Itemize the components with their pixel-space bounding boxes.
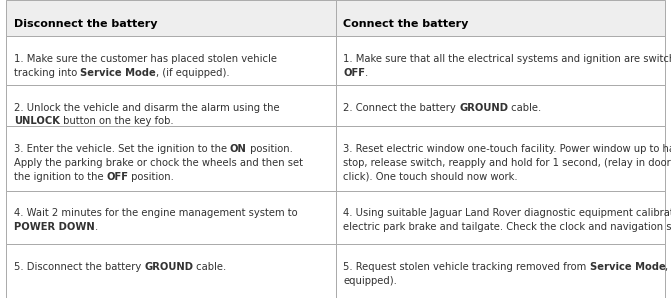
Text: Service Mode: Service Mode [590, 262, 665, 272]
Text: GROUND: GROUND [144, 262, 193, 272]
Text: UNLOCK: UNLOCK [13, 116, 60, 126]
Bar [336, 36, 665, 85]
Bar [6, 85, 336, 126]
Text: Apply the parking brake or chock the wheels and then set: Apply the parking brake or chock the whe… [13, 158, 303, 168]
Bar [336, 85, 665, 126]
Text: cable.: cable. [193, 262, 226, 272]
Text: tracking into: tracking into [13, 68, 80, 78]
Text: 1. Make sure that all the electrical systems and ignition are switched: 1. Make sure that all the electrical sys… [343, 54, 671, 64]
Bar [6, 244, 336, 298]
Bar [6, 0, 336, 36]
Text: Service Mode: Service Mode [80, 68, 156, 78]
Bar [336, 244, 665, 298]
Text: 3. Enter the vehicle. Set the ignition to the: 3. Enter the vehicle. Set the ignition t… [13, 144, 230, 154]
Text: stop, release switch, reapply and hold for 1 second, (relay in door will: stop, release switch, reapply and hold f… [343, 158, 671, 168]
Bar [336, 0, 665, 36]
Text: button on the key fob.: button on the key fob. [60, 116, 173, 126]
Bar [6, 191, 336, 244]
Text: position.: position. [247, 144, 293, 154]
Bar [6, 36, 336, 85]
Text: equipped).: equipped). [343, 276, 397, 286]
Text: GROUND: GROUND [459, 103, 508, 113]
Text: OFF: OFF [343, 68, 365, 78]
Text: .: . [95, 222, 98, 232]
Text: the ignition to the: the ignition to the [13, 172, 107, 182]
Text: position.: position. [128, 172, 174, 182]
Text: 2. Unlock the vehicle and disarm the alarm using the: 2. Unlock the vehicle and disarm the ala… [13, 103, 279, 113]
Text: .: . [365, 68, 368, 78]
Text: 4. Wait 2 minutes for the engine management system to: 4. Wait 2 minutes for the engine managem… [13, 208, 297, 218]
Text: 3. Reset electric window one-touch facility. Power window up to hard: 3. Reset electric window one-touch facil… [343, 144, 671, 154]
Text: 5. Request stolen vehicle tracking removed from: 5. Request stolen vehicle tracking remov… [343, 262, 590, 272]
Bar [336, 126, 665, 191]
Text: OFF: OFF [107, 172, 128, 182]
Text: click). One touch should now work.: click). One touch should now work. [343, 172, 518, 182]
Text: 2. Connect the battery: 2. Connect the battery [343, 103, 459, 113]
Text: Connect the battery: Connect the battery [343, 19, 468, 29]
Bar [336, 191, 665, 244]
Text: 1. Make sure the customer has placed stolen vehicle: 1. Make sure the customer has placed sto… [13, 54, 276, 64]
Text: electric park brake and tailgate. Check the clock and navigation settings.: electric park brake and tailgate. Check … [343, 222, 671, 232]
Text: POWER DOWN: POWER DOWN [13, 222, 95, 232]
Bar [6, 126, 336, 191]
Text: 4. Using suitable Jaguar Land Rover diagnostic equipment calibrate the: 4. Using suitable Jaguar Land Rover diag… [343, 208, 671, 218]
Text: ON: ON [230, 144, 247, 154]
Text: cable.: cable. [508, 103, 541, 113]
Text: , (if: , (if [665, 262, 671, 272]
Text: , (if equipped).: , (if equipped). [156, 68, 229, 78]
Text: 5. Disconnect the battery: 5. Disconnect the battery [13, 262, 144, 272]
Text: Disconnect the battery: Disconnect the battery [13, 19, 157, 29]
